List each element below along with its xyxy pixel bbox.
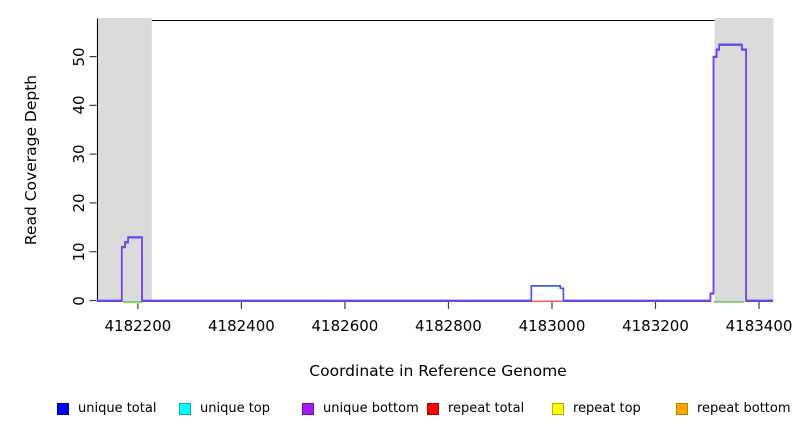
x-tick-label: 4183200 [622,317,689,335]
y-tick-label: 50 [70,47,88,67]
x-tick-label: 4183000 [518,317,586,335]
x-tick-label: 4182600 [311,317,379,335]
x-axis-title: Coordinate in Reference Genome [309,362,567,380]
y-tick-label: 10 [70,242,88,262]
y-axis-title: Read Coverage Depth [22,74,40,246]
x-tick-label: 4182800 [415,317,482,335]
y-tick-label: 30 [70,144,88,164]
y-tick-label: 20 [70,193,88,213]
y-tick-label: 40 [70,95,88,115]
x-tick-label: 4182200 [104,317,172,335]
x-tick-label: 4183400 [725,317,792,335]
x-tick-label: 4182400 [208,317,275,335]
y-tick-label: 0 [70,295,88,306]
